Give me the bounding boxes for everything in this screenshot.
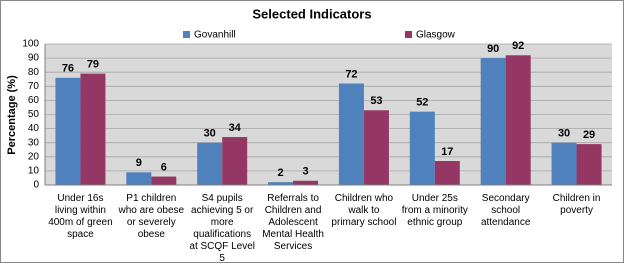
value-label: 30 — [204, 128, 216, 140]
bar — [480, 58, 506, 185]
bar — [551, 142, 577, 185]
bar — [80, 73, 106, 185]
x-tick-label: Under 16s living within 400m of green sp… — [48, 193, 113, 240]
legend-swatch — [183, 31, 190, 38]
bar — [151, 176, 177, 185]
legend-swatch — [405, 31, 412, 38]
x-tick-label: Under 25s from a minority ethnic group — [401, 193, 468, 228]
value-label: 79 — [87, 59, 99, 71]
bar — [55, 77, 81, 185]
value-label: 76 — [62, 63, 74, 75]
value-label: 2 — [278, 167, 284, 179]
y-tick-label: 90 — [28, 53, 40, 64]
x-tick-label: Referrals to Children and Adolescent Men… — [262, 193, 324, 252]
value-label: 6 — [161, 161, 167, 173]
bar — [268, 182, 294, 185]
legend-label: Glasgow — [416, 30, 456, 41]
y-tick-label: 70 — [28, 81, 40, 92]
legend-label: Govanhill — [194, 30, 236, 41]
value-label: 53 — [370, 95, 382, 107]
y-tick-label: 50 — [28, 109, 40, 120]
bar — [197, 142, 223, 185]
y-tick-label: 40 — [28, 123, 40, 134]
bar — [434, 161, 460, 185]
value-label: 34 — [229, 122, 242, 134]
bar — [409, 111, 435, 185]
x-tick-label: Secondary school attendance — [480, 193, 531, 228]
value-label: 3 — [303, 166, 309, 178]
bar — [293, 180, 319, 185]
value-label: 9 — [136, 157, 142, 169]
value-label: 30 — [558, 128, 570, 140]
chart-title: Selected Indicators — [252, 6, 371, 21]
y-tick-label: 30 — [28, 137, 40, 148]
x-tick-label: Children in poverty — [552, 193, 601, 216]
y-axis-label: Percentage (%) — [6, 75, 18, 155]
bar — [505, 55, 531, 185]
bar — [576, 144, 602, 185]
bar — [363, 110, 389, 185]
value-label: 90 — [487, 43, 499, 55]
x-tick-label: S4 pupils achieving 5 or more qualificat… — [189, 193, 255, 263]
value-label: 29 — [583, 129, 595, 141]
value-label: 17 — [441, 146, 453, 158]
y-tick-label: 60 — [28, 95, 40, 106]
bar — [126, 172, 152, 185]
value-label: 52 — [416, 97, 428, 109]
bar — [222, 137, 248, 185]
value-label: 92 — [512, 40, 524, 52]
x-tick-label: Children who walk to primary school — [331, 193, 397, 228]
y-tick-label: 80 — [28, 67, 40, 78]
bar — [338, 83, 364, 185]
y-tick-label: 20 — [28, 151, 40, 162]
y-tick-label: 100 — [22, 39, 39, 50]
value-label: 72 — [345, 68, 357, 80]
x-tick-label: P1 children who are obese or severely ob… — [118, 193, 185, 240]
y-tick-label: 0 — [33, 180, 39, 191]
y-tick-label: 10 — [28, 166, 40, 177]
